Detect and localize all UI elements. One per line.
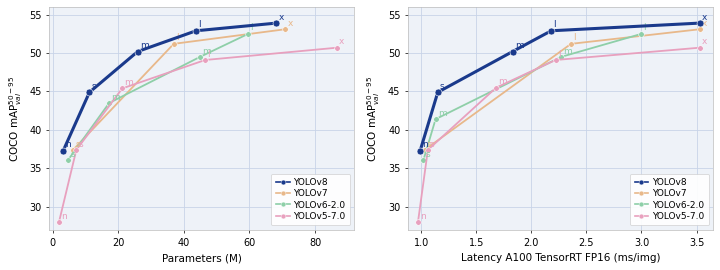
Text: x: x <box>702 19 707 28</box>
Text: s: s <box>440 82 444 91</box>
Text: s: s <box>91 82 96 91</box>
Text: x: x <box>702 37 707 46</box>
Text: m: m <box>125 78 133 87</box>
Text: s: s <box>427 140 431 148</box>
Text: l: l <box>558 50 560 59</box>
Legend: YOLOv8, YOLOv7, YOLOv6-2.0, YOLOv5-7.0: YOLOv8, YOLOv7, YOLOv6-2.0, YOLOv5-7.0 <box>271 174 350 225</box>
Text: m: m <box>140 41 148 50</box>
Text: m: m <box>563 46 572 56</box>
Text: n: n <box>420 212 426 221</box>
Text: x: x <box>339 37 345 46</box>
Text: n: n <box>61 212 67 221</box>
Legend: YOLOv8, YOLOv7, YOLOv6-2.0, YOLOv5-7.0: YOLOv8, YOLOv7, YOLOv6-2.0, YOLOv5-7.0 <box>630 174 708 225</box>
Text: n: n <box>66 140 71 149</box>
Text: l: l <box>176 33 179 42</box>
Text: x: x <box>702 13 707 22</box>
Text: l: l <box>553 20 556 29</box>
Text: l: l <box>573 33 576 42</box>
X-axis label: Latency A100 TensorRT FP16 (ms/img): Latency A100 TensorRT FP16 (ms/img) <box>461 253 660 263</box>
Text: m: m <box>438 109 446 118</box>
Text: x: x <box>287 19 293 28</box>
Text: x: x <box>279 13 284 22</box>
Text: l: l <box>644 23 646 32</box>
Y-axis label: COCO mAP$^{50-95}_{val}$: COCO mAP$^{50-95}_{val}$ <box>7 75 24 162</box>
X-axis label: Parameters (M): Parameters (M) <box>162 253 242 263</box>
Text: s: s <box>71 150 75 158</box>
Text: l: l <box>207 50 210 59</box>
Text: m: m <box>202 46 211 56</box>
Text: l: l <box>251 23 253 32</box>
Text: m: m <box>498 77 507 86</box>
Text: s: s <box>75 140 80 148</box>
Text: m: m <box>515 41 523 50</box>
Text: m: m <box>111 93 120 102</box>
Text: s: s <box>426 150 430 158</box>
Y-axis label: COCO mAP$^{50-95}_{val}$: COCO mAP$^{50-95}_{val}$ <box>366 75 382 162</box>
Text: s: s <box>430 140 435 148</box>
Text: n: n <box>422 140 428 149</box>
Text: l: l <box>198 20 201 29</box>
Text: s: s <box>78 140 83 148</box>
